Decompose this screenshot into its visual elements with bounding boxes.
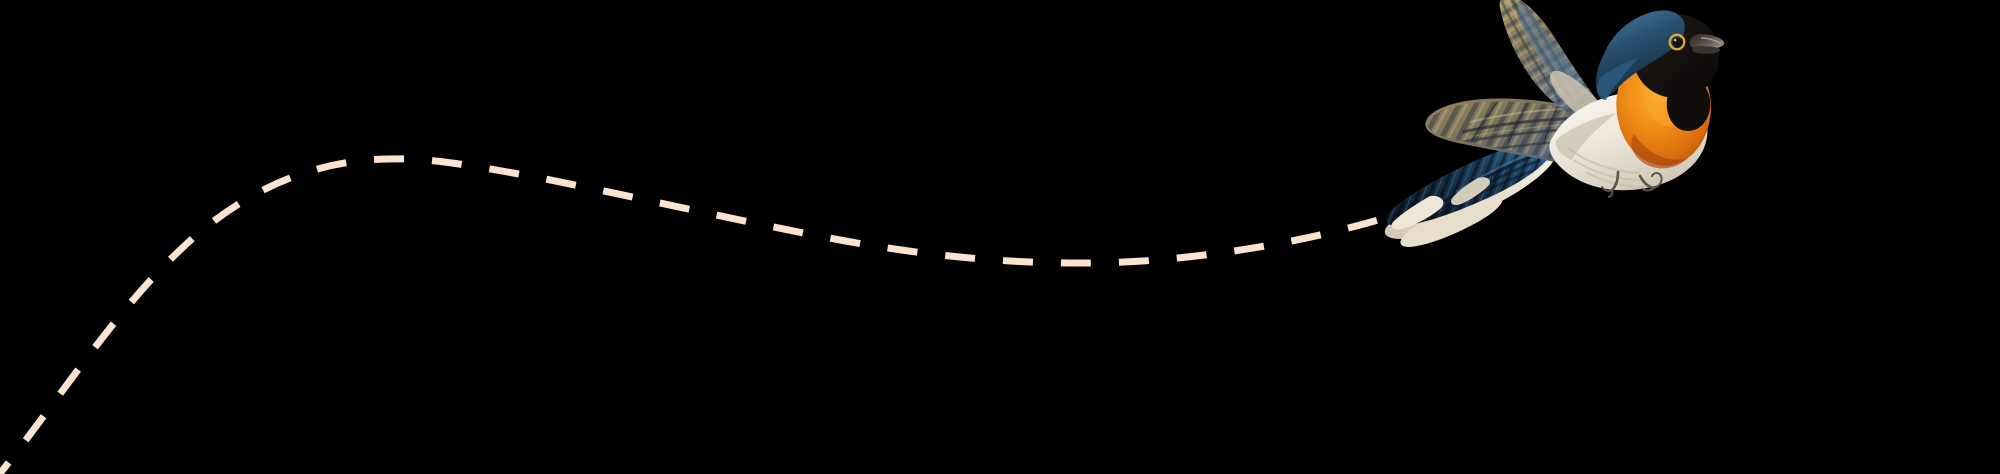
tail-white-tip-b xyxy=(1450,177,1490,206)
tail-white-tip-a xyxy=(1391,195,1444,230)
foot-left xyxy=(1610,170,1620,192)
beak-highlight xyxy=(1700,37,1722,45)
eye-ring xyxy=(1668,33,1686,51)
throat-lower-shadow xyxy=(1631,134,1688,169)
eye-glint xyxy=(1673,38,1677,42)
flank-shadow xyxy=(1555,113,1616,160)
head xyxy=(1596,10,1725,131)
feet xyxy=(1601,170,1663,198)
beak-lower xyxy=(1692,46,1720,54)
foot-right-toes xyxy=(1642,172,1663,192)
foot-left-toes xyxy=(1601,186,1614,198)
beak xyxy=(1689,34,1725,54)
beak-upper xyxy=(1689,34,1725,49)
eye-pupil xyxy=(1672,37,1682,47)
eye xyxy=(1668,33,1686,51)
cheek-mask xyxy=(1666,74,1711,131)
nape-blue xyxy=(1596,58,1638,100)
dashed-flight-trail xyxy=(0,155,1407,474)
foot-right xyxy=(1638,174,1656,190)
tail-white-lower-lobe xyxy=(1400,190,1503,247)
